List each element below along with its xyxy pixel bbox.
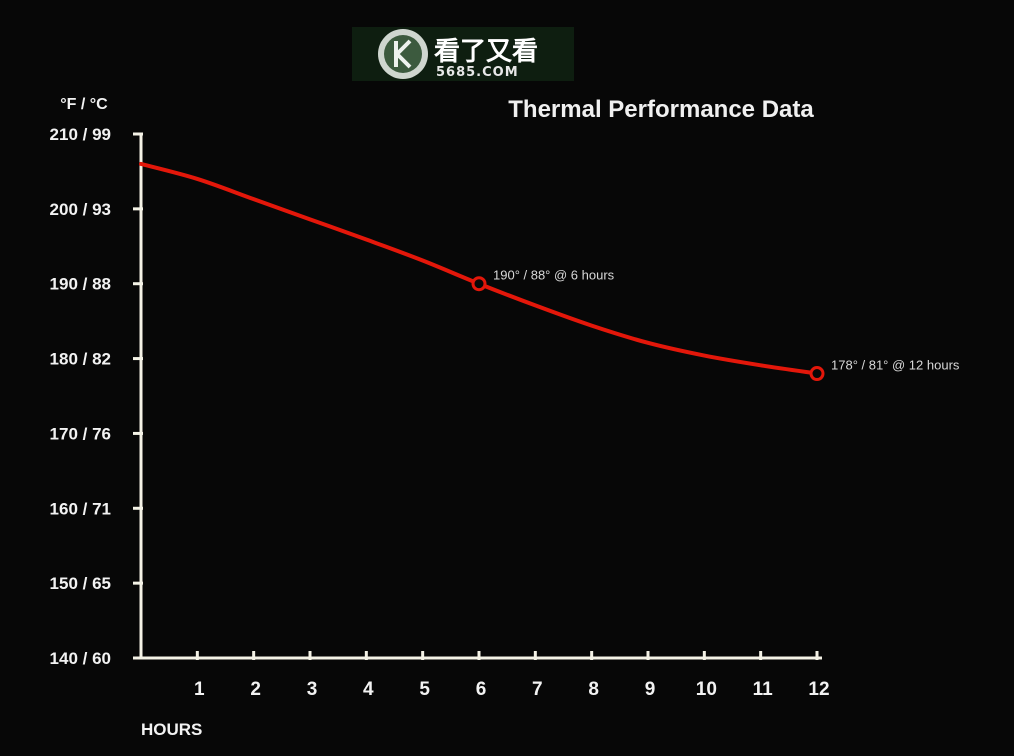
x-tick-label: 11 <box>753 679 774 700</box>
x-tick-label: 4 <box>363 679 374 700</box>
x-axis-label: HOURS <box>141 720 202 739</box>
series-line <box>139 161 819 376</box>
x-tick-label: 6 <box>476 679 487 700</box>
y-axis-ticks: 140 / 60 150 / 65 160 / 71 170 / 76 180 / 82… <box>50 125 143 668</box>
x-tick-label: 10 <box>696 679 717 700</box>
x-tick-label: 8 <box>588 679 599 700</box>
x-tick-label: 9 <box>645 679 656 700</box>
data-point-annotation: 178° / 81° @ 12 hours <box>831 358 960 373</box>
watermark-url: 5685.COM <box>436 65 519 80</box>
data-point-marker <box>471 276 487 292</box>
x-axis-ticks: 1 2 3 4 5 6 7 8 9 10 11 12 <box>194 651 830 700</box>
x-tick-label: 12 <box>808 679 829 700</box>
watermark-name: 看了又看 <box>434 37 538 67</box>
watermark-k-glyph-icon <box>394 39 412 69</box>
y-tick-label: 150 / 65 <box>50 574 111 593</box>
x-tick-label: 5 <box>419 679 430 700</box>
chart-title: Thermal Performance Data <box>508 96 814 123</box>
y-tick-label: 210 / 99 <box>50 125 111 144</box>
data-point-marker <box>809 366 825 382</box>
y-tick-label: 170 / 76 <box>50 424 111 443</box>
y-tick-label: 200 / 93 <box>50 200 111 219</box>
x-tick-label: 2 <box>250 679 261 700</box>
watermark: 看了又看 5685.COM <box>352 27 574 81</box>
y-axis-label: °F / °C <box>60 96 108 113</box>
watermark-logo-inner-icon <box>384 35 422 73</box>
y-tick-label: 140 / 60 <box>50 649 111 668</box>
x-tick-label: 3 <box>307 679 318 700</box>
data-point-annotation: 190° / 88° @ 6 hours <box>493 268 615 283</box>
y-tick-label: 160 / 71 <box>50 499 111 518</box>
y-tick-label: 190 / 88 <box>50 275 111 294</box>
y-tick-label: 180 / 82 <box>50 350 111 369</box>
annotations-group: 190° / 88° @ 6 hours 178° / 81° @ 12 hour… <box>471 268 960 382</box>
x-tick-label: 7 <box>532 679 543 700</box>
x-tick-label: 1 <box>194 679 205 700</box>
series-group <box>139 161 819 376</box>
